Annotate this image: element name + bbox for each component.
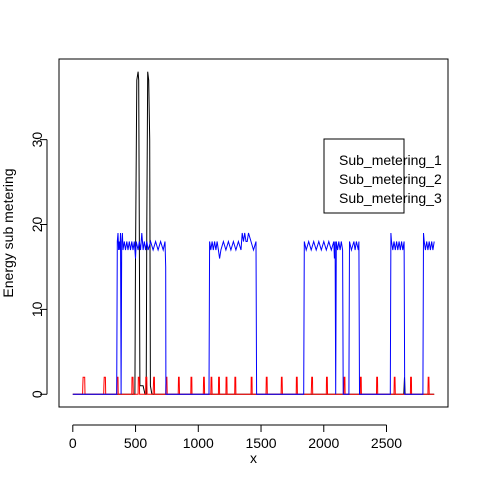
y-axis-label: Energy sub metering	[0, 168, 16, 297]
x-tick-label: 1000	[183, 435, 214, 451]
x-tick-label: 1500	[245, 435, 276, 451]
legend-entry-2: Sub_metering_2	[339, 171, 442, 187]
y-tick-label: 20	[29, 217, 45, 233]
y-tick-label: 30	[29, 132, 45, 148]
legend-entry-3: Sub_metering_3	[339, 190, 442, 206]
legend-entry-1: Sub_metering_1	[339, 152, 442, 168]
series-layer	[72, 71, 435, 395]
x-axis-label: x	[250, 450, 257, 466]
x-axis: 0 500 1000 1500 2000 2500	[69, 424, 402, 451]
x-tick-label: 2000	[308, 435, 339, 451]
legend-box	[323, 138, 405, 214]
legend: Sub_metering_1 Sub_metering_2 Sub_metering…	[323, 138, 442, 214]
x-tick-label: 500	[124, 435, 148, 451]
plot-frame	[58, 58, 449, 408]
y-tick-label: 10	[29, 301, 45, 317]
y-tick-label: 0	[29, 390, 45, 398]
series-line-3	[72, 232, 435, 395]
x-tick-label: 0	[69, 435, 77, 451]
y-axis: 0 10 20 30	[29, 132, 48, 398]
x-tick-label: 2500	[371, 435, 402, 451]
series-line-2	[72, 376, 435, 395]
